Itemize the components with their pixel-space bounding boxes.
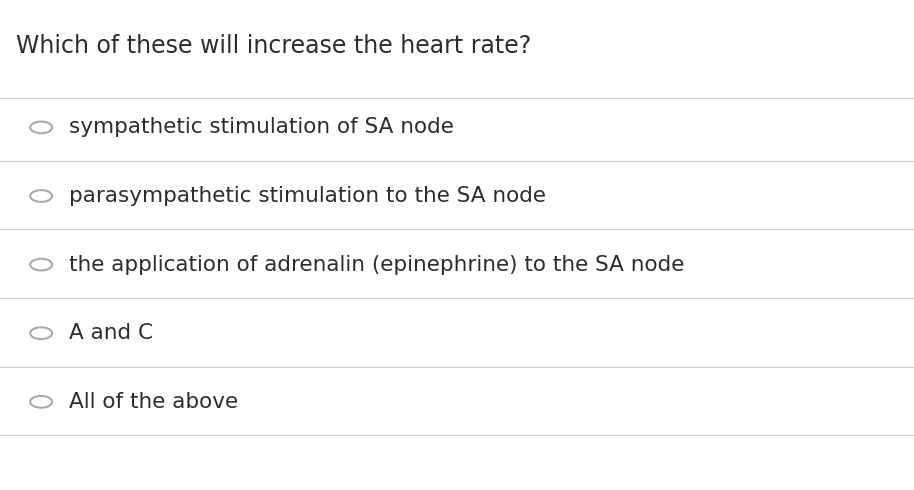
Text: Which of these will increase the heart rate?: Which of these will increase the heart r… [16,34,532,58]
Text: parasympathetic stimulation to the SA node: parasympathetic stimulation to the SA no… [69,186,546,206]
Text: sympathetic stimulation of SA node: sympathetic stimulation of SA node [69,118,453,137]
Text: A and C: A and C [69,323,153,343]
Circle shape [30,396,52,408]
Circle shape [30,259,52,270]
Text: All of the above: All of the above [69,392,238,412]
Text: the application of adrenalin (epinephrine) to the SA node: the application of adrenalin (epinephrin… [69,255,684,274]
Circle shape [30,190,52,202]
Circle shape [30,122,52,133]
Circle shape [30,327,52,339]
